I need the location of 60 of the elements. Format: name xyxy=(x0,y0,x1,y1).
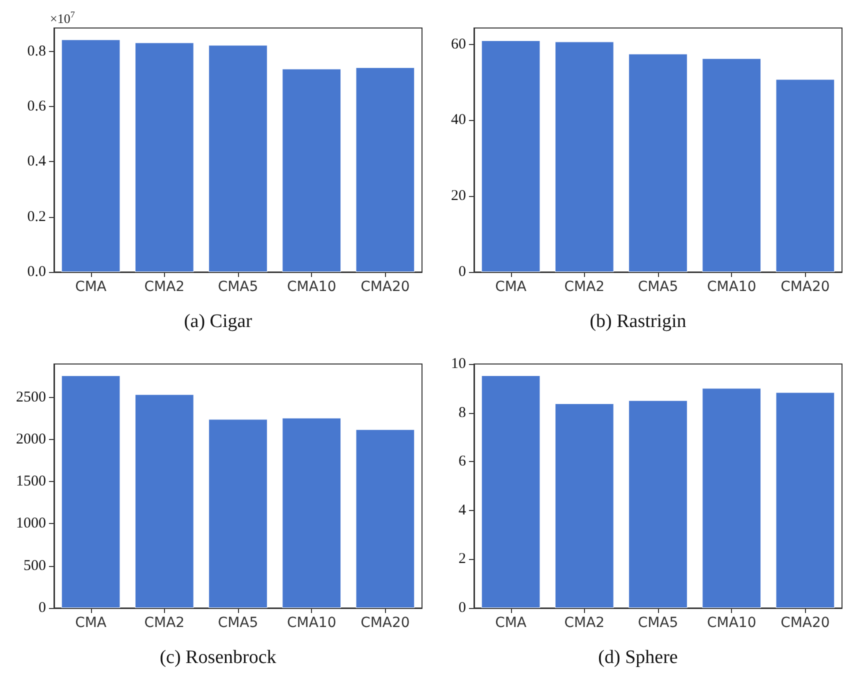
bar xyxy=(61,40,120,272)
bar xyxy=(282,68,342,272)
x-tick-label: CMA10 xyxy=(286,279,336,295)
x-tick-label: CMA10 xyxy=(286,615,336,631)
y-tick-label: 40 xyxy=(451,112,466,128)
y-tick-label: 0 xyxy=(38,600,46,616)
y-tick-label: 10 xyxy=(451,356,466,372)
x-tick-label: CMA xyxy=(495,615,527,631)
x-tick-label: CMA5 xyxy=(638,279,678,295)
x-tick-label: CMA2 xyxy=(564,279,605,295)
x-tick-label: CMA2 xyxy=(564,615,605,631)
y-tick-label: 0 xyxy=(458,600,466,616)
x-tick-label: CMA2 xyxy=(144,279,185,295)
y-tick-label: 0.0 xyxy=(27,264,46,280)
x-tick-label: CMA5 xyxy=(638,615,678,631)
x-tick-label: CMA20 xyxy=(360,279,410,295)
bar xyxy=(208,45,268,272)
x-tick-label: CMA20 xyxy=(780,279,830,295)
y-tick-label: 8 xyxy=(458,404,466,421)
text: (c) Rosenbrock xyxy=(160,647,277,668)
x-tick-label: CMA xyxy=(75,279,107,295)
bar xyxy=(554,42,614,272)
bar xyxy=(134,394,194,608)
bar xyxy=(282,418,342,608)
y-tick-label: 2 xyxy=(458,551,466,568)
x-tick-label: CMA20 xyxy=(780,615,830,631)
bar xyxy=(628,54,688,272)
text: (b) Rastrigin xyxy=(590,311,687,332)
y-tick-label: 6 xyxy=(458,454,466,470)
y-tick-label: 2500 xyxy=(16,389,46,406)
y-tick-label: 0 xyxy=(458,264,466,280)
bar xyxy=(356,67,415,272)
x-tick-label: CMA20 xyxy=(360,615,410,631)
y-tick-label: 60 xyxy=(451,36,466,52)
y-tick-label: 0.8 xyxy=(27,43,46,60)
bar xyxy=(776,79,835,272)
y-tick-label: 1500 xyxy=(16,474,46,490)
y-tick-label: 2000 xyxy=(16,431,46,448)
y-tick-label: 0.6 xyxy=(27,98,46,115)
y-tick-label: 0.4 xyxy=(27,154,46,170)
x-tick-label: CMA xyxy=(75,615,107,631)
x-tick-label: CMA2 xyxy=(144,615,185,631)
bar xyxy=(356,429,415,608)
y-tick-label: 500 xyxy=(24,558,46,574)
y-tick-label: 0.2 xyxy=(27,208,46,225)
bar xyxy=(134,42,194,272)
y-tick-label: 20 xyxy=(451,188,466,204)
bar xyxy=(702,58,762,272)
x-tick-label: CMA5 xyxy=(218,615,258,631)
x-tick-label: CMA xyxy=(495,279,527,295)
x-tick-label: CMA5 xyxy=(218,279,258,295)
bar xyxy=(61,376,120,608)
text: (d) Sphere xyxy=(598,647,678,668)
x-tick-label: CMA10 xyxy=(706,615,756,631)
y-tick-label: 1000 xyxy=(16,516,46,532)
bar xyxy=(208,419,268,608)
text: (a) Cigar xyxy=(184,311,253,332)
bar xyxy=(481,40,540,272)
y-tick-label: 4 xyxy=(458,502,466,518)
x-tick-label: CMA10 xyxy=(706,279,756,295)
